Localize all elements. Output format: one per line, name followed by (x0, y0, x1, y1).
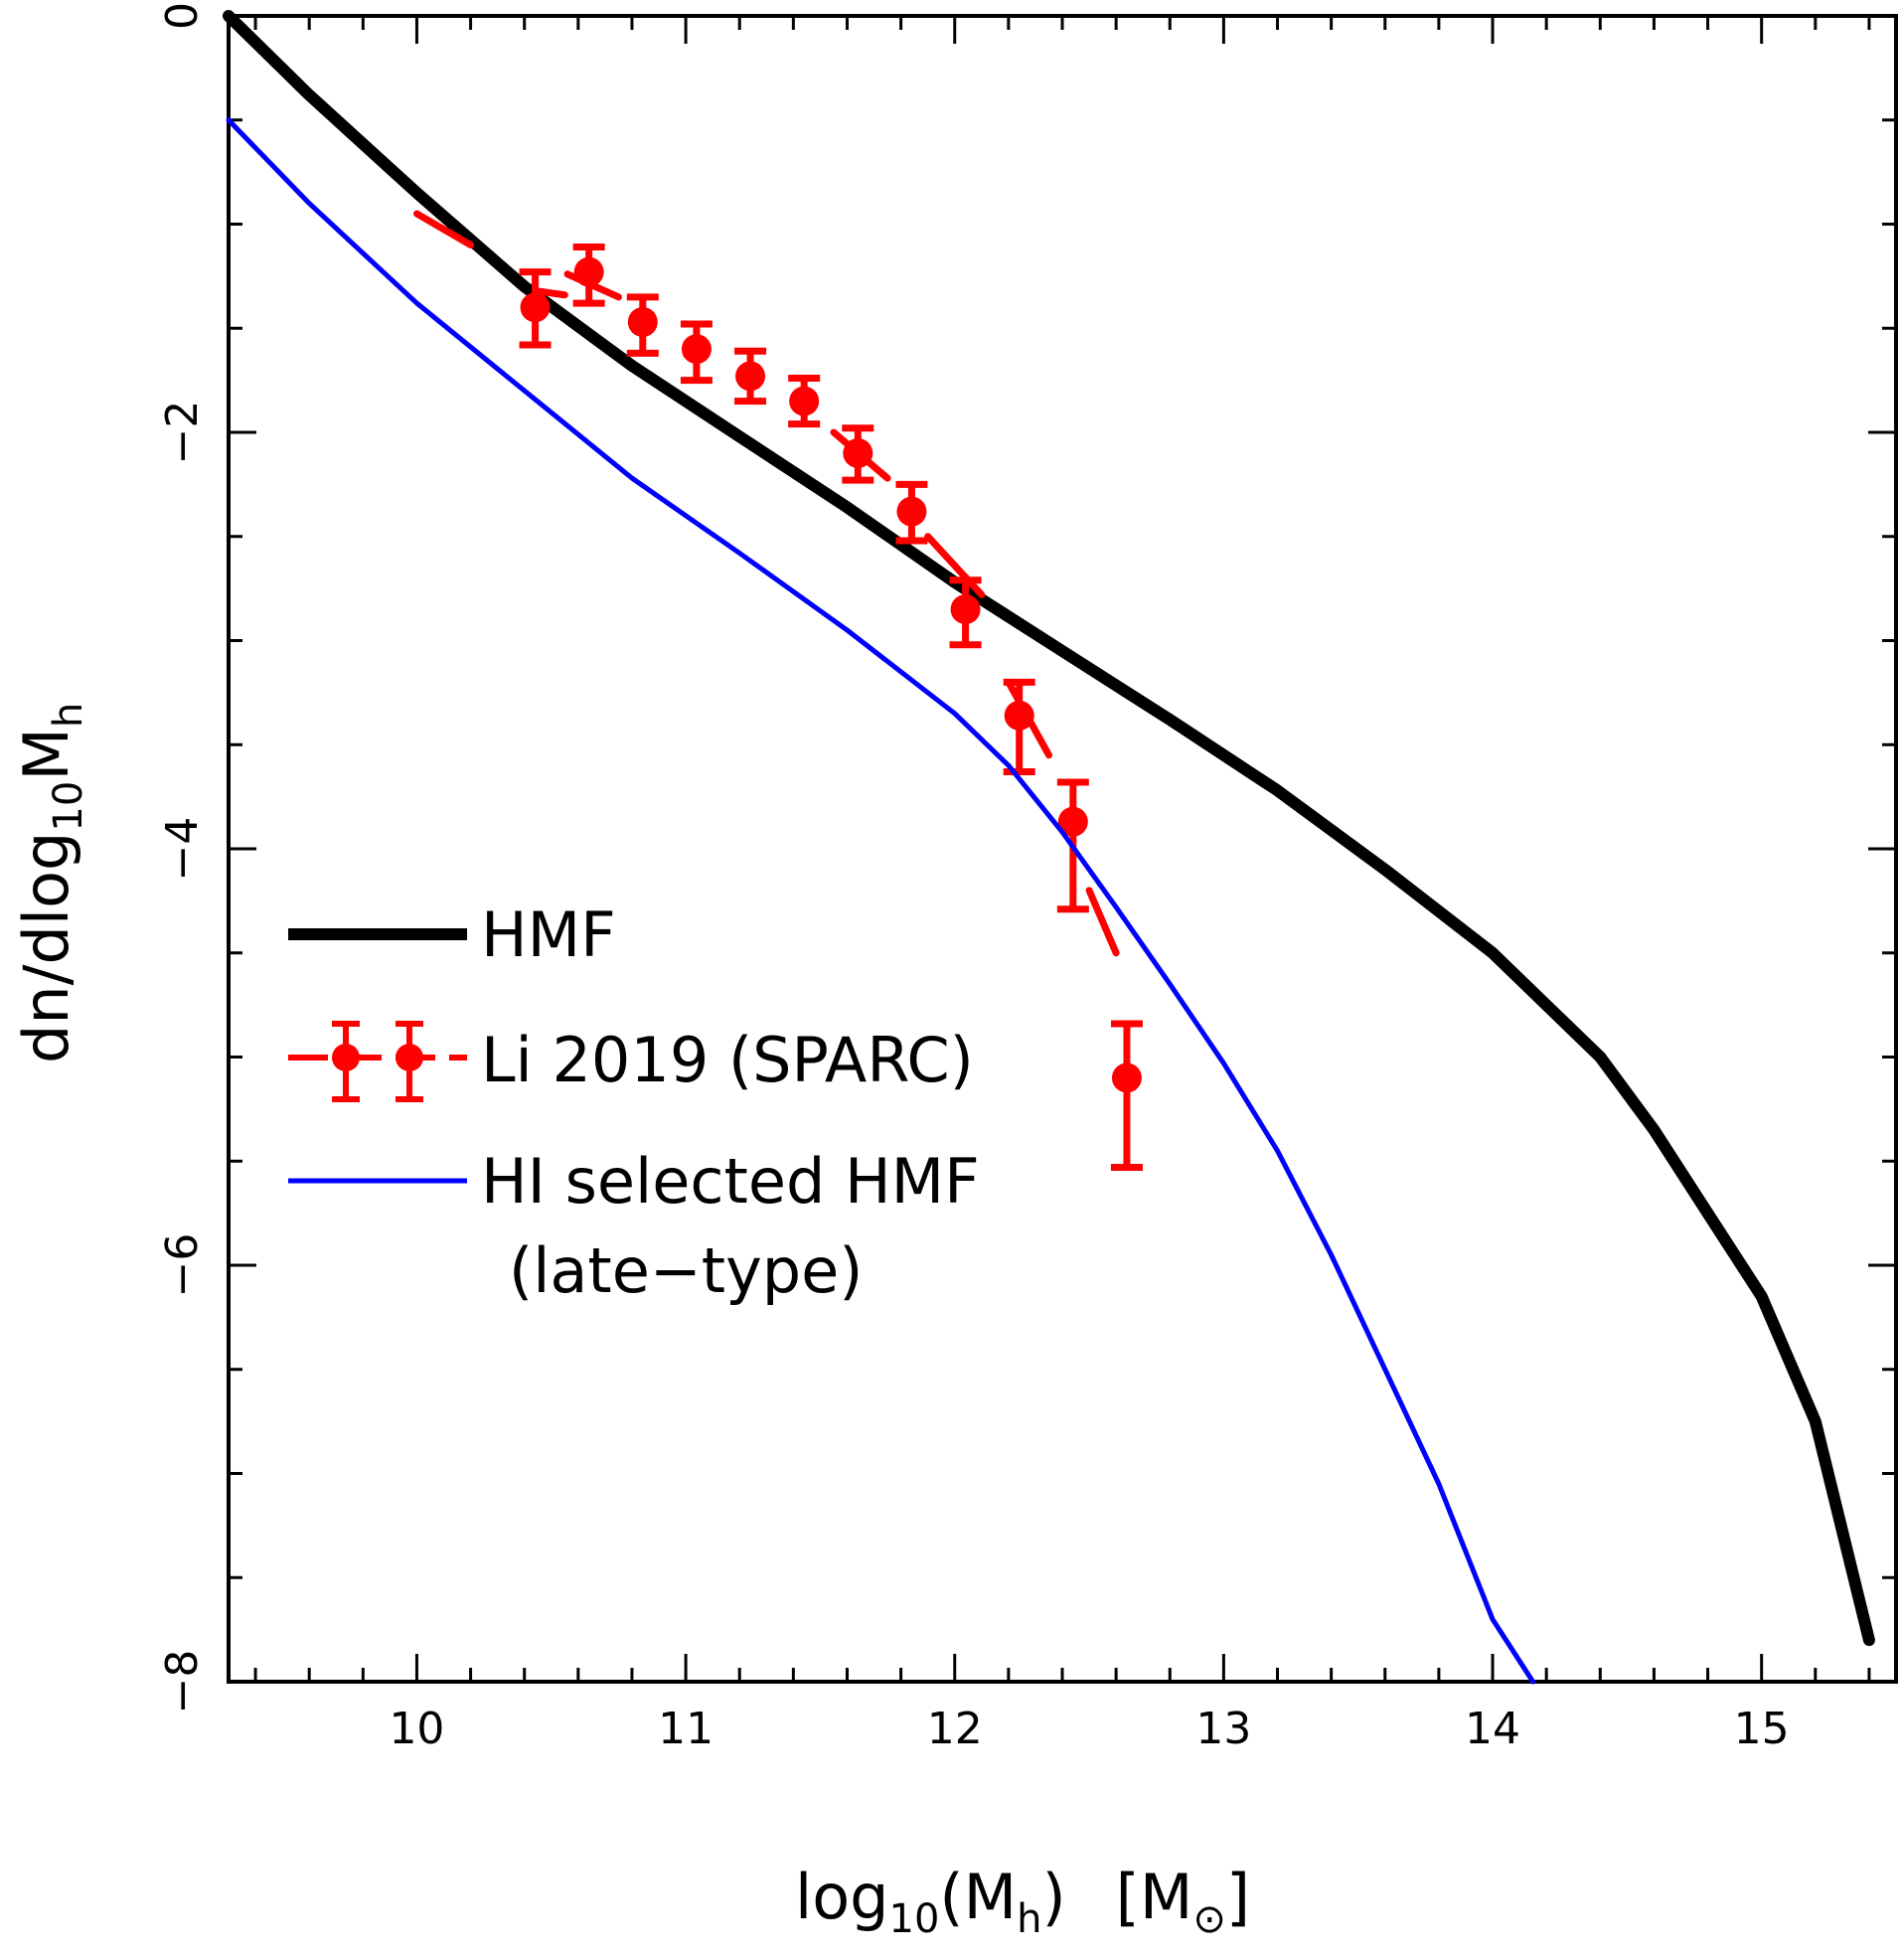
x-tick-label: 15 (1734, 1704, 1790, 1754)
li-2019-sparc-dash (1085, 887, 1120, 957)
li-2019-sparc-point (627, 306, 658, 337)
li-2019-sparc-point (843, 437, 873, 468)
svg-text:dn/dlog10Mh: dn/dlog10Mh (10, 703, 91, 1063)
li-2019-sparc-point (681, 334, 712, 365)
hmf-line (223, 10, 1875, 1647)
legend: HMF Li 2019 (SPARC) HI selected HMF (lat… (288, 898, 980, 1307)
plot-frame (227, 14, 1898, 1684)
li-2019-sparc-point (735, 361, 766, 392)
legend-li2019-label: Li 2019 (SPARC) (481, 1024, 974, 1096)
li-2019-sparc-point (1057, 806, 1088, 837)
legend-hmf-label: HMF (481, 898, 616, 971)
li-2019-sparc-point (1004, 700, 1034, 731)
x-tick-label: 14 (1465, 1704, 1520, 1754)
plot-area: 10 11 12 13 14 15 0 −2 −4 −6 −8 (157, 2, 1898, 1754)
li-2019-sparc-point (1111, 1062, 1142, 1093)
y-tick-label: −4 (157, 817, 208, 882)
legend-li2019-swatch (288, 1021, 467, 1102)
legend-hi-label: HI selected HMF (481, 1145, 980, 1218)
x-tick-label: 11 (658, 1704, 713, 1754)
x-axis-title: log10(Mh) [M⊙] (795, 1861, 1250, 1942)
li-2019-sparc-point (789, 386, 820, 416)
li-2019-sparc-dash (532, 287, 568, 299)
legend-hi-label-2: (late−type) (509, 1234, 864, 1307)
y-tick-label: −8 (157, 1650, 208, 1715)
y-tick-label: 0 (157, 2, 208, 30)
y-axis-title: dn/dlog10Mh (10, 703, 91, 1063)
li-2019-sparc-dash (924, 533, 986, 598)
x-tick-label: 12 (927, 1704, 983, 1754)
hi-selected-hmf-late-type-line (226, 117, 1536, 1685)
li-2019-sparc-point (573, 256, 604, 287)
li-2019-sparc-dash (412, 210, 475, 248)
x-tick-label: 13 (1195, 1704, 1251, 1754)
y-tick-label: −6 (157, 1233, 208, 1298)
li-2019-sparc-point (896, 496, 927, 527)
li-2019-sparc-point (950, 594, 981, 625)
y-tick-label: −2 (157, 401, 208, 465)
li-2019-sparc-point (520, 292, 551, 323)
x-tick-label: 10 (389, 1704, 444, 1754)
